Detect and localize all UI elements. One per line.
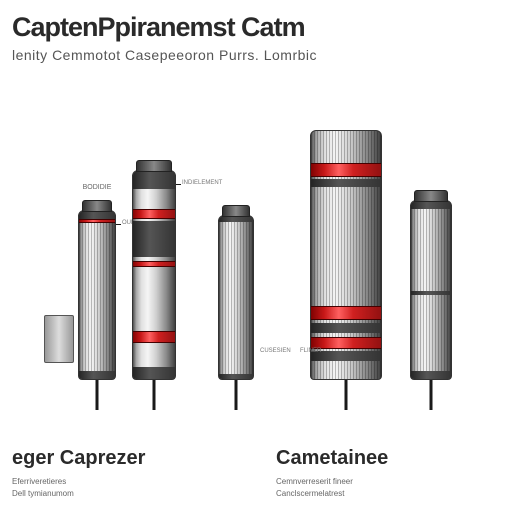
diagram-canvas: BODIDIEOUEREN INDIELEMENT CUSESIEN FLINER: [0, 70, 512, 410]
cap: [136, 160, 171, 172]
red-band: [78, 219, 116, 223]
gray-block: [44, 315, 74, 363]
red-band: [310, 163, 382, 177]
footer-left-line-0: Eferriveretieres: [12, 476, 236, 488]
component-4: [410, 200, 452, 380]
leader-line: [176, 184, 181, 185]
dark-band: [410, 371, 452, 380]
component-body: [218, 215, 254, 380]
mid-label-1: FLINER: [300, 348, 321, 354]
component-3: [310, 130, 382, 380]
component-2: [218, 215, 254, 380]
footer-right: Cametainee Cemnverreserit fineer Canclsc…: [276, 447, 500, 500]
red-band: [132, 261, 176, 267]
footer-right-title: Cametainee: [276, 447, 500, 470]
stem: [96, 380, 99, 410]
component-top-label: BODIDIE: [83, 184, 112, 191]
footer-left: eger Caprezer Eferriveretieres Dell tymi…: [12, 447, 236, 500]
component-body: [132, 170, 176, 380]
stem: [153, 380, 156, 410]
component-body: [310, 130, 382, 380]
leader-line: [116, 224, 121, 225]
mid-label-0: CUSESIEN: [260, 348, 291, 354]
component-1: INDIELEMENT: [132, 170, 176, 380]
dark-band: [410, 291, 452, 295]
dark-band: [310, 179, 382, 187]
cap: [222, 205, 251, 217]
red-band: [132, 209, 176, 219]
component-body: [410, 200, 452, 380]
main-title: CaptenPpiranemst Catm: [0, 0, 512, 43]
dark-band: [410, 201, 452, 209]
red-band: [310, 306, 382, 320]
dark-band: [132, 171, 176, 189]
stem: [235, 380, 238, 410]
stem: [345, 380, 348, 410]
footer-right-line-0: Cemnverreserit fineer: [276, 476, 500, 488]
dark-band: [310, 323, 382, 333]
footer-right-line-1: Canclscermelatrest: [276, 488, 500, 500]
component-body: [78, 210, 116, 380]
dark-band: [132, 367, 176, 380]
cap: [414, 190, 448, 202]
dark-band: [78, 211, 116, 219]
component-side-label: INDIELEMENT: [182, 180, 222, 186]
dark-band: [132, 221, 176, 257]
cap: [82, 200, 112, 212]
dark-band: [78, 371, 116, 380]
component-0: BODIDIEOUEREN: [78, 210, 116, 380]
footer-left-title: eger Caprezer: [12, 447, 236, 470]
footer-left-line-1: Dell tymianumom: [12, 488, 236, 500]
red-band: [132, 331, 176, 343]
footer: eger Caprezer Eferriveretieres Dell tymi…: [12, 447, 500, 500]
subtitle: lenity Cemmotot Casepeeoron Purrs. Lomrb…: [0, 43, 512, 63]
stem: [430, 380, 433, 410]
